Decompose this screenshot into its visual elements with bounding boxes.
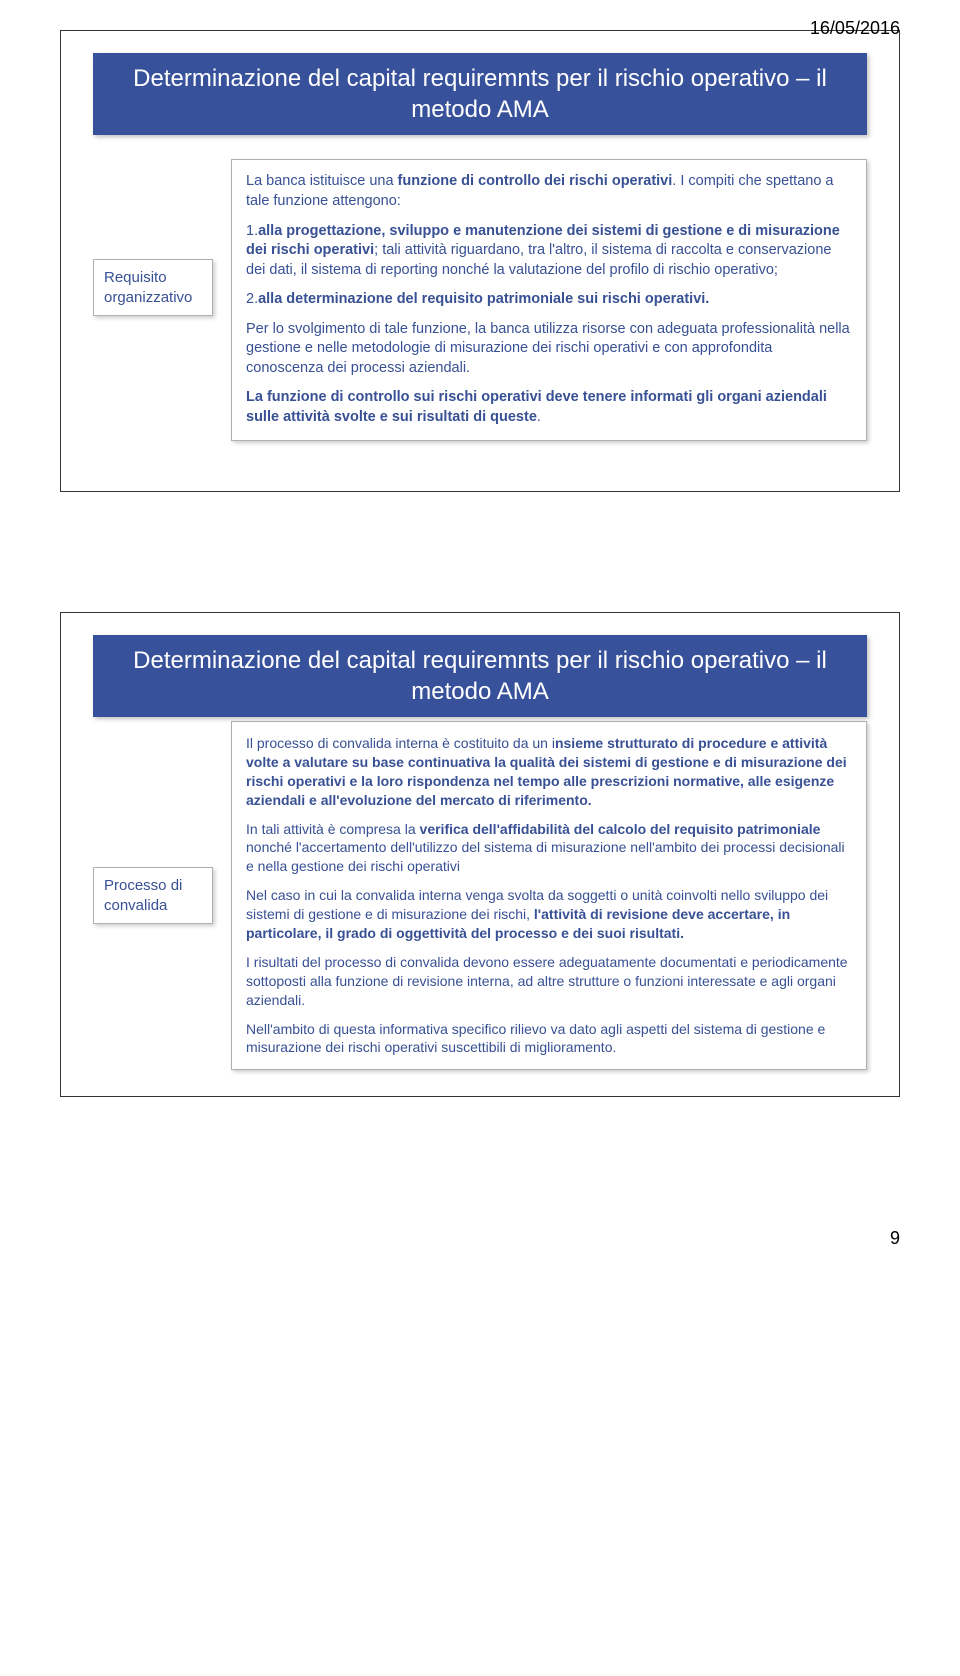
text-bold: alla determinazione del requisito patrim… [258, 291, 709, 307]
slide2-side-label: Processo di convalida [93, 867, 213, 924]
slide1-title: Determinazione del capital requiremnts p… [93, 53, 867, 135]
slide2-p1: Il processo di convalida interna è costi… [246, 734, 852, 810]
slide1-para3: Per lo svolgimento di tale funzione, la … [246, 320, 852, 379]
slide1-body: Requisito organizzativo La banca istitui… [83, 159, 877, 440]
text: La banca istituisce una [246, 173, 398, 189]
slide2-p5: Nell'ambito di questa informativa specif… [246, 1020, 852, 1058]
page-container: 16/05/2016 Determinazione del capital re… [0, 0, 960, 1267]
slide1-content: La banca istituisce una funzione di cont… [231, 159, 867, 440]
slide1-para4: La funzione di controllo sui rischi oper… [246, 388, 852, 427]
text: 2. [246, 291, 258, 307]
text: Il processo di convalida interna è costi… [246, 735, 555, 751]
slide2-title: Determinazione del capital requiremnts p… [93, 635, 867, 717]
text: . [537, 409, 541, 425]
page-number: 9 [890, 1228, 900, 1249]
text: nonché l'accertamento dell'utilizzo del … [246, 839, 845, 874]
text-bold: funzione di controllo dei rischi operati… [398, 173, 673, 189]
slide2-body: Processo di convalida Il processo di con… [83, 721, 877, 1070]
slide1-item1: 1.alla progettazione, sviluppo e manuten… [246, 222, 852, 281]
slide2-p4: I risultati del processo di convalida de… [246, 953, 852, 1010]
text: In tali attività è compresa la [246, 821, 420, 837]
slide-1: Determinazione del capital requiremnts p… [60, 30, 900, 492]
slide2-p2: In tali attività è compresa la verifica … [246, 820, 852, 877]
slide1-intro: La banca istituisce una funzione di cont… [246, 172, 852, 211]
slide-2: Determinazione del capital requiremnts p… [60, 612, 900, 1098]
text-bold: verifica dell'affidabilità del calcolo d… [420, 821, 821, 837]
slide2-p3: Nel caso in cui la convalida interna ven… [246, 886, 852, 943]
slide1-item2: 2.alla determinazione del requisito patr… [246, 290, 852, 310]
slide1-side-label: Requisito organizzativo [93, 259, 213, 316]
slide2-content: Il processo di convalida interna è costi… [231, 721, 867, 1070]
text: 1. [246, 223, 258, 239]
page-date: 16/05/2016 [810, 18, 900, 39]
